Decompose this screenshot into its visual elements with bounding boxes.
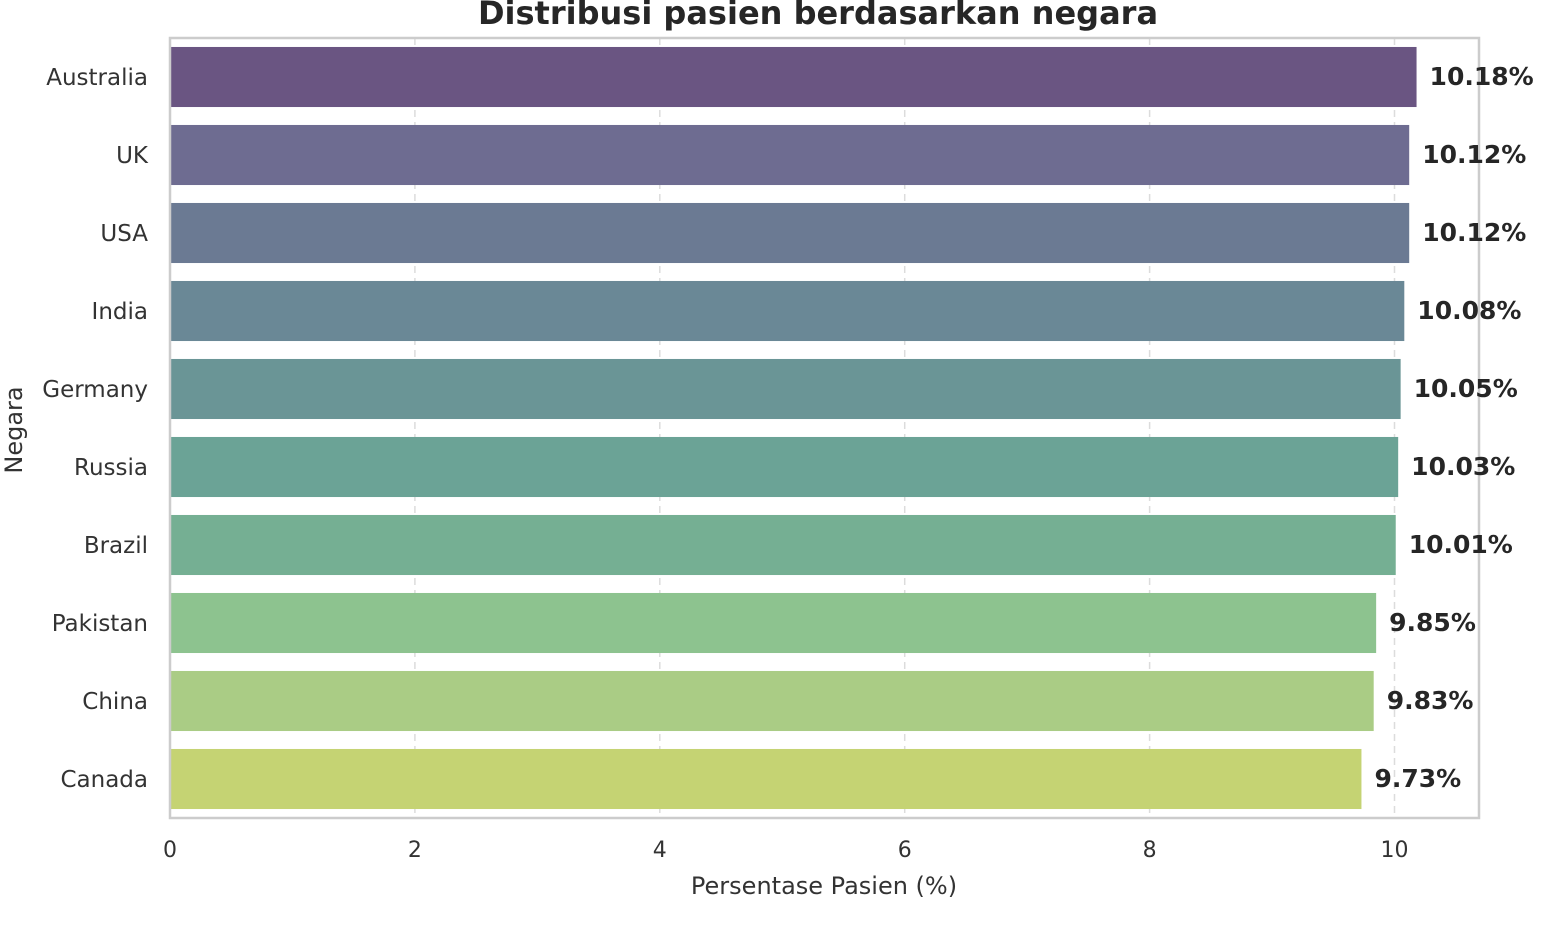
- y-tick-label: Brazil: [84, 533, 148, 559]
- y-axis-label: Negara: [0, 386, 28, 473]
- value-label: 9.83%: [1387, 686, 1474, 715]
- bar: [171, 670, 1374, 732]
- value-label: 10.12%: [1422, 140, 1526, 169]
- value-label: 10.08%: [1417, 296, 1521, 325]
- x-tick-label: 0: [163, 838, 177, 863]
- y-tick-label: Pakistan: [52, 611, 148, 637]
- bar: [171, 280, 1405, 342]
- bar: [171, 592, 1377, 654]
- value-label: 10.12%: [1422, 218, 1526, 247]
- y-tick-label: Canada: [60, 767, 148, 793]
- bar: [171, 202, 1410, 264]
- x-tick-label: 6: [898, 838, 912, 863]
- y-tick-labels: Australia UK USA India Germany Russia Brazil Pa…: [42, 65, 149, 793]
- y-tick-label: UK: [116, 143, 149, 169]
- y-tick-label: USA: [100, 221, 148, 247]
- bar: [171, 514, 1396, 576]
- y-tick-label: India: [92, 299, 148, 325]
- bars: [171, 46, 1417, 810]
- bar: [171, 358, 1401, 420]
- value-label: 10.05%: [1414, 374, 1518, 403]
- value-label: 9.73%: [1374, 764, 1461, 793]
- value-labels: 10.18% 10.12% 10.12% 10.08% 10.05% 10.03% 10.0…: [1374, 62, 1533, 793]
- y-tick-label: Germany: [42, 377, 148, 403]
- value-label: 10.18%: [1430, 62, 1534, 91]
- x-tick-label: 8: [1143, 838, 1157, 863]
- value-label: 9.85%: [1389, 608, 1476, 637]
- bar: [171, 436, 1399, 498]
- y-tick-label: Australia: [46, 65, 148, 91]
- plot-frame: [168, 36, 1481, 820]
- x-tick-label: 2: [408, 838, 422, 863]
- x-tick-labels: 0 2 4 6 8 10: [163, 838, 1409, 863]
- bar: [171, 46, 1417, 108]
- x-axis-label: Persentase Pasien (%): [691, 872, 957, 900]
- y-tick-label: China: [82, 689, 148, 715]
- value-label: 10.03%: [1411, 452, 1515, 481]
- value-label: 10.01%: [1409, 530, 1513, 559]
- y-tick-label: Russia: [74, 455, 148, 481]
- x-tick-label: 4: [653, 838, 667, 863]
- bar: [171, 124, 1410, 186]
- chart-title: Distribusi pasien berdasarkan negara: [478, 0, 1158, 32]
- x-tick-label: 10: [1381, 838, 1409, 863]
- bar: [171, 748, 1362, 810]
